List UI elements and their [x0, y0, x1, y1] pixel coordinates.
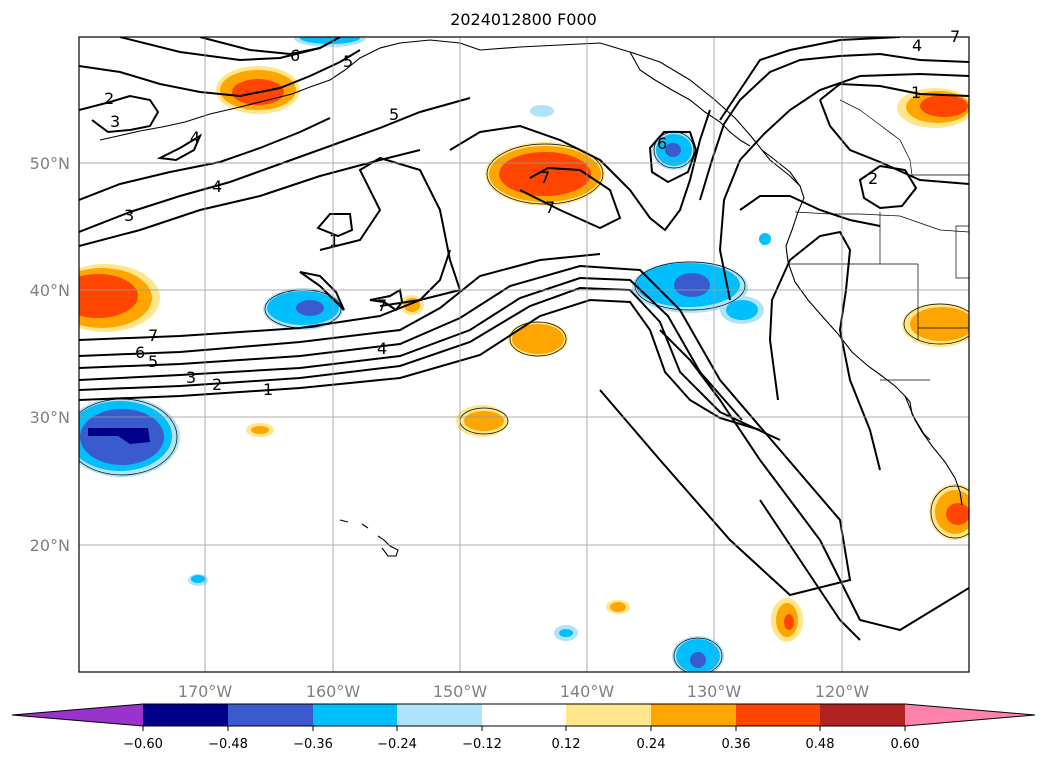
colorbar-tick-label: 0.36	[722, 737, 751, 752]
colorbar-segment	[143, 704, 228, 726]
colorbar-tick-label: −0.24	[377, 737, 417, 752]
colorbar-segment	[651, 704, 736, 726]
contour-label: 5	[148, 352, 158, 371]
lat-label: 30°N	[30, 408, 70, 427]
contour-label: 1	[263, 380, 273, 399]
lon-label: 170°W	[178, 682, 233, 701]
colorbar-tick-label: −0.36	[293, 737, 333, 752]
colorbar-tick-label: 0.24	[637, 737, 666, 752]
colorbar-tick-label: 0.60	[891, 737, 920, 752]
lon-label: 160°W	[306, 682, 361, 701]
lon-label: 130°W	[687, 682, 742, 701]
contour-label: 6	[290, 46, 300, 65]
lat-labels: 50°N 40°N 30°N 20°N	[30, 154, 70, 555]
contour-label: 5	[389, 105, 399, 124]
colorbar-segment	[736, 704, 820, 726]
map-frame	[78, 36, 970, 673]
lon-label: 150°W	[433, 682, 488, 701]
colorbar-segment	[482, 704, 566, 726]
contour-label: 4	[377, 339, 387, 358]
shaded-field	[79, 37, 969, 672]
lat-label: 20°N	[30, 536, 70, 555]
borders	[788, 99, 969, 381]
contour-label: 3	[110, 112, 120, 131]
colorbar-tick-label: −0.48	[208, 737, 248, 752]
colorbar-tick-label: −0.12	[462, 737, 502, 752]
contour-label: 4	[912, 36, 922, 55]
contour-label: 2	[212, 375, 222, 394]
gridlines	[79, 37, 969, 672]
contour-label: 3	[186, 368, 196, 387]
colorbar-segment	[397, 704, 482, 726]
contour-label: 2	[868, 169, 878, 188]
colorbar-segment	[313, 704, 397, 726]
positive-anomaly-west-edge	[79, 264, 160, 332]
lat-label: 40°N	[30, 281, 70, 300]
colorbar-tick-label: −0.60	[123, 737, 163, 752]
positive-anomaly-nw	[216, 66, 300, 114]
colorbar-extend-min	[12, 704, 143, 726]
positive-anomaly-se	[508, 321, 568, 357]
contour-label: 7	[545, 198, 555, 217]
contour-label: 4	[190, 128, 200, 147]
positive-anomaly-gulf	[485, 142, 605, 206]
contour-label: 1	[911, 83, 921, 102]
colorbar-extend-max	[905, 704, 1035, 726]
contour-label: 5	[343, 52, 353, 71]
chart-title: 2024012800 F000	[450, 10, 597, 29]
lon-labels: 170°W 160°W 150°W 140°W 130°W 120°W	[178, 682, 870, 701]
contour-label: 7	[540, 168, 550, 187]
colorbar-segment	[566, 704, 651, 726]
lon-label: 140°W	[560, 682, 615, 701]
height-contours	[79, 37, 969, 641]
lon-label: 120°W	[815, 682, 870, 701]
contour-label: 3	[124, 206, 134, 225]
negative-anomaly-west-edge	[79, 397, 180, 477]
lat-label: 50°N	[30, 154, 70, 173]
contour-label: 7	[148, 326, 158, 345]
contour-label: 6	[135, 343, 145, 362]
colorbar-segment	[820, 704, 905, 726]
colorbar-tick-label: 0.12	[552, 737, 581, 752]
colorbar: −0.60 −0.48 −0.36 −0.24 −0.12 0.12 0.24 …	[11, 703, 1036, 752]
contour-label: 1	[329, 231, 339, 250]
colorbar-segment	[228, 704, 313, 726]
colorbar-tick-label: 0.48	[806, 737, 835, 752]
contour-label: 6	[657, 134, 667, 153]
contour-label: 2	[104, 89, 114, 108]
contour-label: 4	[212, 177, 222, 196]
coastlines	[99, 39, 963, 557]
contour-label: 7	[377, 296, 387, 315]
